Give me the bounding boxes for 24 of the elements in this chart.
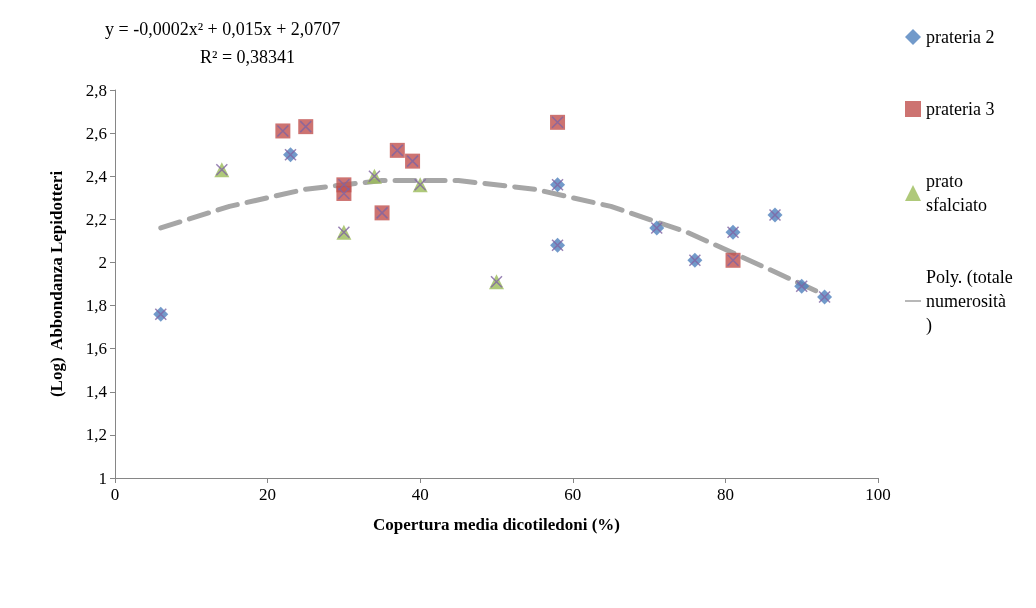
y-tick-label: 1,6 [85,339,107,359]
y-tick-label: 1,8 [85,296,107,316]
y-tick-label: 2 [98,252,107,272]
y-tick-label: 2,2 [85,209,107,229]
text: R² = 0,38341 [200,47,296,67]
y-tick-label: 2,4 [85,166,108,186]
x-tick-label: 20 [259,485,277,504]
y-tick-label: 1,4 [85,382,108,402]
x-axis-title: Copertura media dicotiledoni (%) [373,515,620,534]
legend-label: prateria 2 [926,27,995,47]
x-tick-label: 100 [865,485,891,504]
legend-label: prateria 3 [926,99,995,119]
y-tick-label: 2,8 [85,80,107,100]
x-tick-label: 60 [564,485,582,504]
legend-label: prato sfalciato [926,171,987,215]
legend-label: Poly. (totale numerosità) [926,267,1018,336]
y-tick-label: 1,2 [85,425,107,445]
x-tick-label: 40 [411,485,429,504]
y-tick-label: 1 [98,468,107,488]
y-tick-label: 2,6 [85,123,107,143]
x-tick-label: 80 [716,485,734,504]
text: y = -0,0002x² + 0,015x + 2,0707 [105,19,341,39]
y-axis-title: (Log) Abbondanza Lepidotteri [47,170,66,398]
x-tick-label: 0 [110,485,120,504]
